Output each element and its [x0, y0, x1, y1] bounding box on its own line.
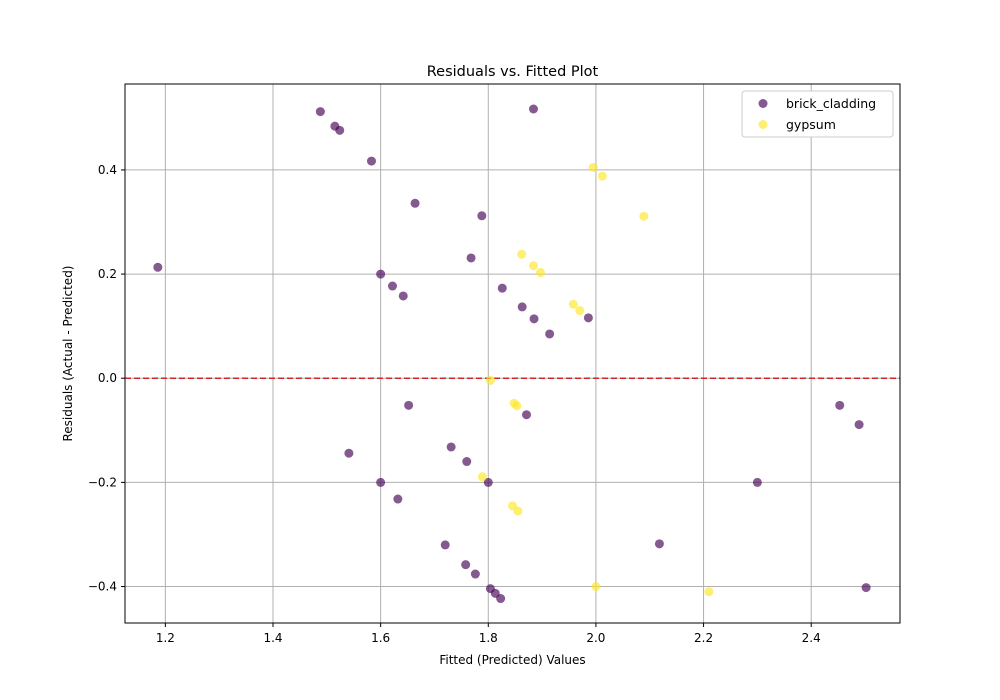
point-brick-cladding [477, 211, 487, 221]
point-brick-cladding [315, 107, 325, 117]
point-gypsum [477, 472, 487, 482]
legend-marker-gypsum [758, 120, 768, 129]
point-brick-cladding [462, 457, 472, 467]
legend-marker-brick-cladding [758, 99, 768, 108]
point-gypsum [535, 268, 545, 278]
y-tick-label: −0.2 [88, 475, 117, 489]
point-gypsum [568, 299, 578, 309]
point-brick-cladding [654, 539, 664, 549]
x-tick-label: 2.4 [802, 631, 821, 645]
point-brick-cladding [466, 253, 476, 263]
point-brick-cladding [752, 477, 762, 487]
x-axis-label: Fitted (Predicted) Values [439, 653, 585, 667]
point-brick-cladding [861, 583, 871, 593]
point-brick-cladding [835, 400, 845, 410]
y-tick-label: 0.4 [98, 163, 117, 177]
legend: brick_cladding gypsum [741, 90, 894, 138]
point-brick-cladding [387, 281, 397, 291]
point-gypsum [485, 375, 495, 385]
point-brick-cladding [446, 442, 456, 452]
scatter-points [153, 104, 871, 604]
point-gypsum [575, 306, 585, 316]
point-gypsum [597, 171, 607, 181]
point-gypsum [588, 162, 598, 172]
x-tick-label: 1.2 [156, 631, 175, 645]
x-tick-label: 1.4 [263, 631, 282, 645]
point-brick-cladding [497, 283, 507, 293]
point-gypsum [512, 401, 522, 411]
x-tick-label: 2.2 [694, 631, 713, 645]
point-brick-cladding [521, 410, 531, 420]
point-brick-cladding [529, 314, 539, 324]
axis-ticks: 1.2 1.4 1.6 1.8 2.0 2.2 2.4 −0.4 −0.2 0.0 0.2 0.4 [88, 163, 821, 645]
y-tick-label: 0.0 [98, 371, 117, 385]
legend-frame [741, 90, 894, 138]
point-brick-cladding [153, 262, 163, 272]
x-tick-label: 2.0 [586, 631, 605, 645]
point-brick-cladding [398, 291, 408, 301]
point-brick-cladding [496, 594, 506, 604]
point-brick-cladding [528, 104, 538, 114]
chart-title: Residuals vs. Fitted Plot [427, 64, 599, 80]
point-brick-cladding [404, 400, 414, 410]
point-brick-cladding [366, 156, 376, 166]
y-axis-label: Residuals (Actual - Predicted) [61, 266, 75, 442]
y-tick-label: −0.4 [88, 580, 117, 594]
x-tick-label: 1.8 [479, 631, 498, 645]
point-brick-cladding [470, 569, 480, 579]
point-brick-cladding [854, 420, 864, 430]
y-tick-label: 0.2 [98, 267, 117, 281]
point-brick-cladding [517, 302, 527, 312]
point-brick-cladding [440, 540, 450, 550]
point-gypsum [704, 587, 714, 597]
x-tick-label: 1.6 [371, 631, 390, 645]
point-brick-cladding [545, 329, 555, 339]
point-gypsum [528, 261, 538, 271]
point-gypsum [639, 211, 649, 221]
point-gypsum [513, 506, 523, 516]
point-gypsum [517, 249, 527, 259]
legend-label-gypsum: gypsum [786, 117, 836, 132]
plot-frame [124, 83, 901, 624]
legend-label-brick-cladding: brick_cladding [786, 96, 876, 111]
point-brick-cladding [461, 560, 471, 570]
plot-area [125, 84, 900, 623]
point-brick-cladding [376, 477, 386, 487]
point-brick-cladding [410, 198, 420, 208]
point-brick-cladding [483, 477, 493, 487]
point-brick-cladding [583, 313, 593, 323]
grid [125, 84, 900, 623]
point-brick-cladding [335, 125, 345, 135]
point-brick-cladding [393, 494, 403, 504]
point-brick-cladding [376, 269, 386, 279]
point-gypsum [591, 582, 601, 592]
point-brick-cladding [344, 448, 354, 458]
